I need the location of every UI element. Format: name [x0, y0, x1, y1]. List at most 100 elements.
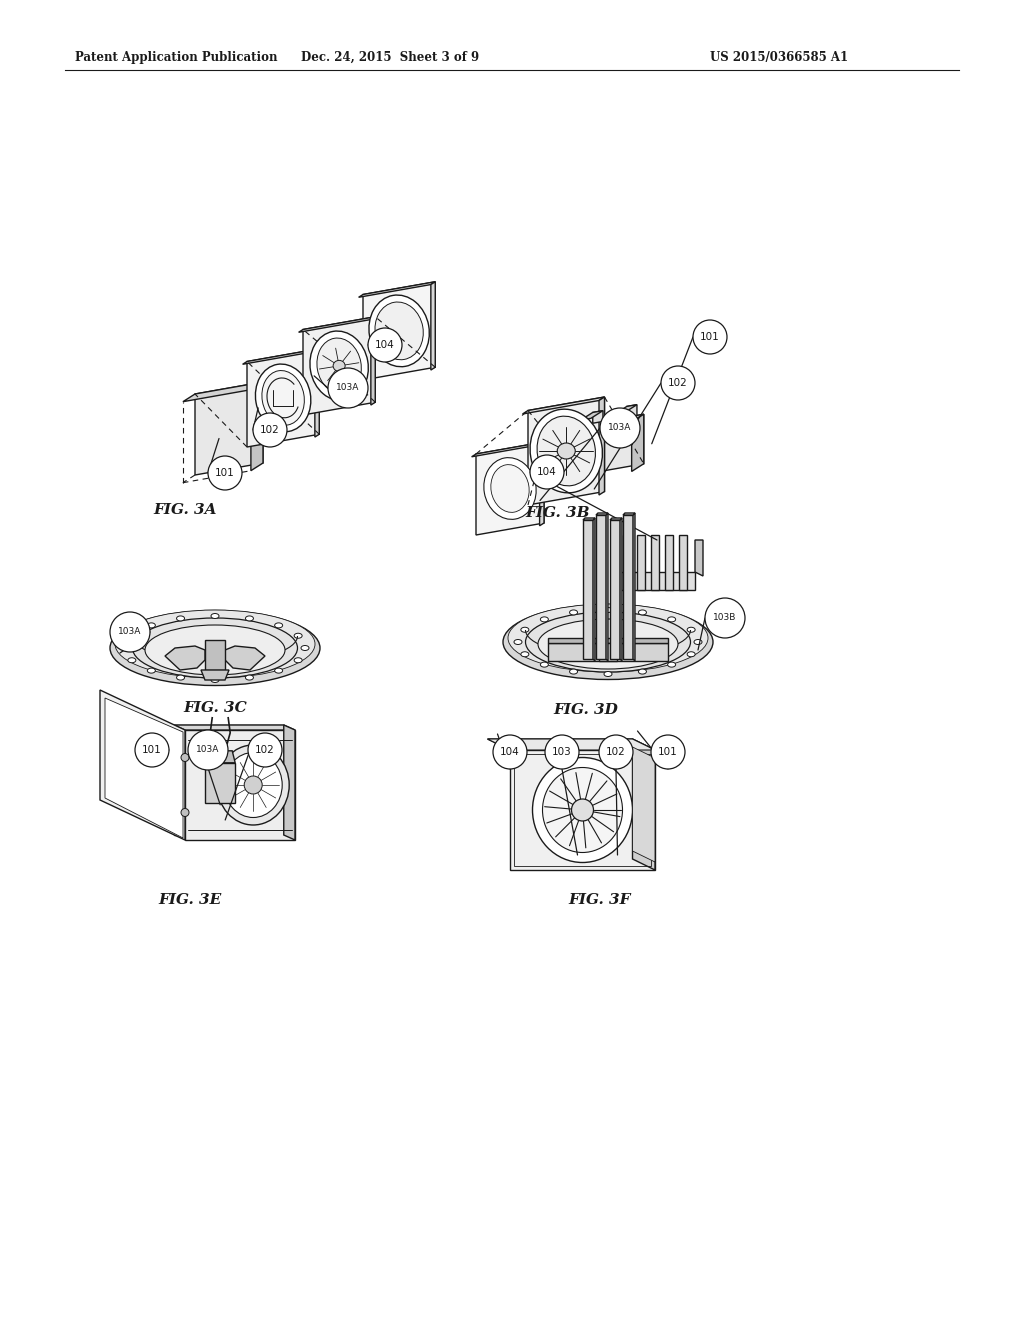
Polygon shape: [303, 317, 375, 414]
Polygon shape: [593, 517, 595, 661]
Ellipse shape: [176, 616, 184, 620]
Polygon shape: [225, 645, 265, 671]
Ellipse shape: [604, 672, 612, 676]
Circle shape: [530, 455, 564, 488]
Text: FIG. 3B: FIG. 3B: [525, 506, 590, 520]
Ellipse shape: [176, 675, 184, 680]
Ellipse shape: [181, 754, 189, 762]
Polygon shape: [371, 317, 375, 405]
Polygon shape: [581, 411, 603, 420]
Text: 104: 104: [375, 341, 395, 350]
Polygon shape: [487, 739, 655, 750]
Polygon shape: [633, 747, 655, 862]
Polygon shape: [362, 281, 435, 380]
Circle shape: [253, 413, 287, 447]
Polygon shape: [284, 725, 295, 840]
Polygon shape: [476, 442, 544, 535]
Ellipse shape: [294, 634, 302, 639]
Polygon shape: [243, 348, 319, 364]
Polygon shape: [633, 513, 635, 661]
Circle shape: [600, 408, 640, 447]
Ellipse shape: [571, 799, 594, 821]
Polygon shape: [627, 405, 637, 417]
Polygon shape: [606, 513, 608, 661]
Polygon shape: [247, 348, 319, 447]
Text: 102: 102: [255, 744, 274, 755]
Circle shape: [110, 612, 150, 652]
Polygon shape: [195, 381, 263, 475]
Ellipse shape: [244, 776, 262, 795]
Ellipse shape: [316, 338, 361, 393]
Text: 103A: 103A: [608, 424, 632, 433]
Text: Patent Application Publication: Patent Application Publication: [75, 50, 278, 63]
Text: 103A: 103A: [336, 384, 359, 392]
Polygon shape: [205, 751, 236, 763]
Polygon shape: [548, 643, 668, 661]
Ellipse shape: [541, 616, 549, 622]
Circle shape: [599, 735, 633, 770]
Polygon shape: [205, 640, 225, 671]
Polygon shape: [620, 517, 622, 661]
Polygon shape: [205, 763, 236, 803]
Ellipse shape: [490, 465, 529, 512]
Polygon shape: [599, 397, 604, 495]
Polygon shape: [623, 513, 635, 515]
Ellipse shape: [638, 610, 646, 615]
Text: 101: 101: [215, 469, 234, 478]
Polygon shape: [548, 638, 668, 643]
Ellipse shape: [694, 639, 702, 644]
Ellipse shape: [310, 331, 369, 401]
Ellipse shape: [483, 458, 537, 519]
Polygon shape: [528, 397, 604, 506]
Text: 103A: 103A: [197, 746, 220, 755]
Ellipse shape: [147, 623, 156, 628]
Ellipse shape: [687, 627, 695, 632]
Ellipse shape: [301, 645, 309, 651]
Ellipse shape: [521, 627, 528, 632]
Ellipse shape: [541, 663, 549, 667]
Circle shape: [135, 733, 169, 767]
Ellipse shape: [537, 416, 595, 486]
Ellipse shape: [668, 663, 676, 667]
Text: 102: 102: [668, 378, 688, 388]
Polygon shape: [599, 643, 617, 661]
Ellipse shape: [246, 616, 254, 620]
Polygon shape: [637, 535, 645, 590]
Polygon shape: [105, 698, 183, 838]
Ellipse shape: [514, 639, 522, 644]
Ellipse shape: [145, 624, 285, 675]
Polygon shape: [596, 513, 608, 515]
Ellipse shape: [569, 669, 578, 675]
Polygon shape: [165, 645, 205, 671]
Text: 101: 101: [658, 747, 678, 756]
Polygon shape: [522, 397, 604, 414]
Ellipse shape: [569, 610, 578, 615]
Ellipse shape: [224, 752, 283, 817]
Polygon shape: [614, 405, 637, 414]
Ellipse shape: [255, 364, 311, 432]
Circle shape: [651, 735, 685, 770]
Ellipse shape: [246, 675, 254, 680]
Polygon shape: [540, 442, 544, 525]
Polygon shape: [314, 348, 319, 437]
Polygon shape: [596, 515, 606, 659]
Circle shape: [693, 319, 727, 354]
Polygon shape: [580, 414, 644, 475]
Polygon shape: [610, 520, 620, 659]
Polygon shape: [185, 730, 295, 840]
Ellipse shape: [687, 652, 695, 657]
Ellipse shape: [121, 645, 129, 651]
Text: 101: 101: [700, 333, 720, 342]
Ellipse shape: [638, 669, 646, 675]
Ellipse shape: [543, 767, 623, 853]
Ellipse shape: [668, 616, 676, 622]
Ellipse shape: [132, 618, 298, 678]
Ellipse shape: [128, 634, 136, 639]
Ellipse shape: [521, 652, 528, 657]
Ellipse shape: [211, 677, 219, 682]
Polygon shape: [431, 281, 435, 370]
Text: 102: 102: [606, 747, 626, 756]
Polygon shape: [632, 414, 644, 471]
Ellipse shape: [369, 296, 429, 367]
Ellipse shape: [508, 605, 708, 672]
